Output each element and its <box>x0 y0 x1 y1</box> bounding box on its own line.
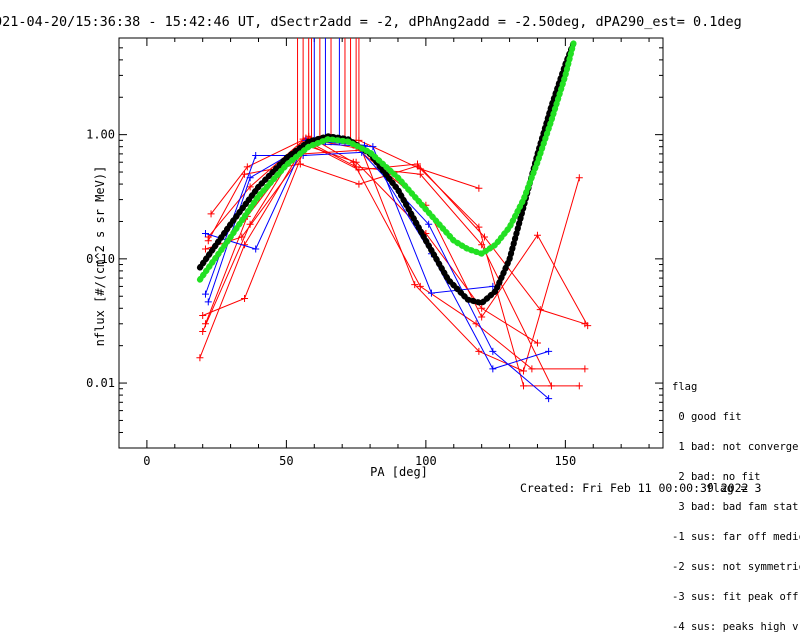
data-point <box>246 220 254 228</box>
data-point <box>545 395 553 403</box>
data-point <box>545 347 553 355</box>
legend-item: 3 bad: bad fam stat <box>672 501 799 513</box>
data-point <box>355 180 363 188</box>
fit-curves <box>196 39 577 307</box>
data-point <box>489 347 497 355</box>
data-point <box>199 311 207 319</box>
data-point <box>475 347 483 355</box>
series-line <box>205 135 585 370</box>
data-point <box>201 320 209 328</box>
legend-item: -3 sus: fit peak off 9 <box>672 591 800 603</box>
legend-item: 0 good fit <box>672 411 742 423</box>
series-line <box>202 144 538 344</box>
y-tick-label: 1.00 <box>86 128 115 142</box>
data-point <box>352 158 360 166</box>
series-line <box>205 149 580 372</box>
y-tick-label: 0.10 <box>86 252 115 266</box>
data-point <box>575 382 583 390</box>
series-line <box>207 142 493 303</box>
data-point <box>252 151 260 159</box>
data-point <box>201 245 209 253</box>
legend-item: 2 bad: no fit <box>672 471 761 483</box>
data-point <box>243 163 251 171</box>
data-point <box>416 282 424 290</box>
chart-title: 021-04-20/15:36:38 - 15:42:46 UT, dSectr… <box>0 14 742 30</box>
data-point <box>204 298 212 306</box>
data-point <box>427 289 435 297</box>
data-point <box>520 382 528 390</box>
data-point <box>528 365 536 373</box>
x-tick-label: 150 <box>555 454 577 468</box>
vertical-markers <box>297 38 360 146</box>
data-point <box>533 231 541 239</box>
data-point <box>575 174 583 182</box>
x-tick-label: 100 <box>415 454 437 468</box>
data-point <box>489 365 497 373</box>
data-point <box>369 143 377 151</box>
data-point <box>355 136 363 144</box>
data-point <box>252 245 260 253</box>
data-point <box>199 328 207 336</box>
created-timestamp: Created: Fri Feb 11 00:00:39 2022 <box>520 481 749 495</box>
data-point <box>241 294 249 302</box>
data-point <box>475 223 483 231</box>
data-series <box>196 132 592 403</box>
legend-item: -1 sus: far off medic <box>672 531 800 543</box>
data-point <box>416 165 424 173</box>
y-tick-label: 0.01 <box>86 376 115 390</box>
legend-title: flag <box>672 381 698 393</box>
data-point <box>246 174 254 182</box>
data-point <box>411 281 419 289</box>
y-axis-label: nflux [#/(cm^2 s sr MeV)] <box>93 166 107 347</box>
data-point <box>201 290 209 298</box>
data-point <box>207 210 215 218</box>
data-point <box>475 184 483 192</box>
x-axis-label: PA [deg] <box>370 465 428 479</box>
plot-area: 0 50 100 150 0.01 0.10 1.00 PA [deg] nflux [#/… <box>86 37 664 479</box>
data-point <box>478 313 486 321</box>
data-point <box>584 322 592 330</box>
plot-frame <box>118 37 664 449</box>
data-point <box>520 367 528 375</box>
flag-legend: flag 0 good fit 1 bad: not converge 2 ba… <box>672 362 800 642</box>
series-line <box>202 138 552 387</box>
legend-item: -4 sus: peaks high v <box>672 621 799 633</box>
data-point <box>201 230 209 237</box>
data-point <box>425 220 433 228</box>
axes: 0 50 100 150 0.01 0.10 1.00 <box>86 37 664 468</box>
legend-item: -2 sus: not symmetric <box>672 561 800 573</box>
data-point <box>238 233 246 241</box>
x-tick-label: 0 <box>143 454 150 468</box>
data-point <box>196 354 204 362</box>
series-line <box>205 139 549 370</box>
flag-value: flag = 3 <box>706 481 762 495</box>
data-point <box>478 304 486 312</box>
x-tick-label: 50 <box>279 454 293 468</box>
fit-curve <box>196 39 577 283</box>
legend-item: 1 bad: not converge <box>672 441 799 453</box>
data-point <box>581 365 589 373</box>
data-point <box>246 183 254 191</box>
data-point <box>533 339 541 347</box>
